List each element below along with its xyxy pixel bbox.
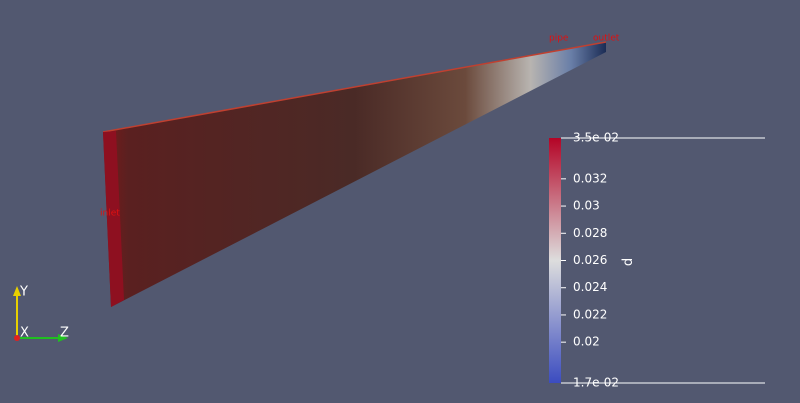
tick-label: 0.02 <box>573 335 600 349</box>
pipe-label: pipe <box>549 34 569 44</box>
pipe-edge <box>102 41 607 133</box>
colorbar-swatch <box>549 138 561 383</box>
y-arrow-head <box>13 286 21 296</box>
tick-label: 0.026 <box>573 253 607 267</box>
pipe-face <box>103 42 606 307</box>
z-axis-label: Z <box>60 326 69 341</box>
tick-label: 0.024 <box>573 280 607 294</box>
inlet-face <box>103 131 124 307</box>
inlet-label: inlet <box>100 209 120 219</box>
tick-label: 0.03 <box>573 199 600 213</box>
colorbar-title: p <box>621 258 636 266</box>
tick-label: 0.032 <box>573 171 607 185</box>
z-arrow-head <box>58 334 68 342</box>
y-axis-label: Y <box>19 285 28 300</box>
x-axis-dot <box>14 335 20 341</box>
tick-label: 0.028 <box>573 226 607 240</box>
colorbar: p 3.5e-02 0.032 0.03 0.028 0.026 0.024 0.022 0.… <box>549 131 765 390</box>
tick-label: 1.7e-02 <box>573 376 619 390</box>
tick-label: 0.022 <box>573 307 607 321</box>
tick-label: 3.5e-02 <box>573 131 619 145</box>
x-axis-label: X <box>20 326 29 341</box>
orientation-axes: Y X Z <box>13 285 69 342</box>
outlet-label: outlet <box>593 34 620 44</box>
